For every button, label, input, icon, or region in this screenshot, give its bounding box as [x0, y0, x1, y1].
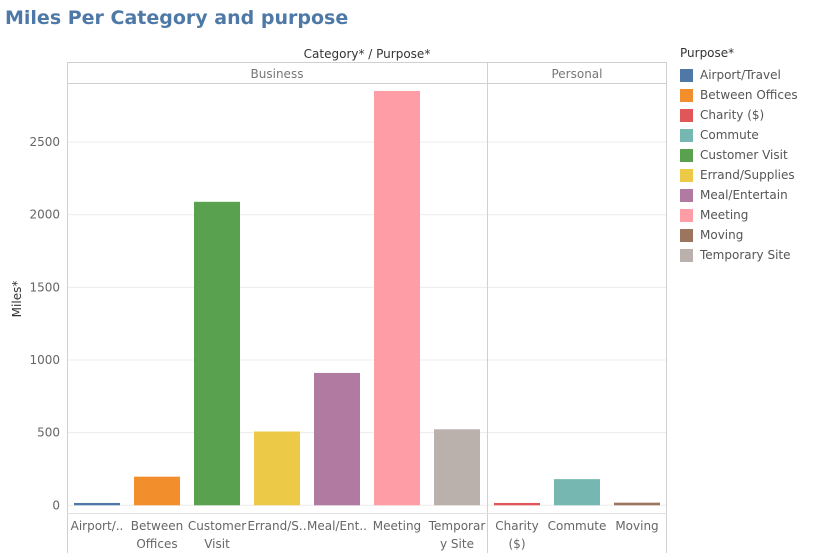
- legend-item-meeting[interactable]: Meeting: [680, 205, 798, 225]
- bar-temporary-site: [434, 429, 480, 506]
- legend-label: Airport/Travel: [700, 68, 781, 82]
- bar-commute: [554, 479, 600, 506]
- legend-item-between-offices[interactable]: Between Offices: [680, 85, 798, 105]
- chart-title: Miles Per Category and purpose: [5, 7, 349, 29]
- legend-label: Moving: [700, 228, 744, 242]
- legend-item-errand-supplies[interactable]: Errand/Supplies: [680, 165, 798, 185]
- bar-errand-supplies: [254, 431, 300, 506]
- x-tick-label: Meeting: [373, 519, 421, 533]
- legend-swatch: [680, 128, 693, 142]
- panel-header-business: Business: [251, 67, 304, 81]
- legend-swatch: [680, 148, 693, 162]
- bar-customer-visit: [194, 201, 240, 506]
- x-tick-label: y Site: [440, 537, 474, 551]
- x-tick-label: ($): [509, 537, 526, 551]
- bar-charity: [494, 502, 540, 506]
- x-tick-label: Commute: [548, 519, 607, 533]
- legend-swatch: [680, 188, 693, 202]
- x-tick-label: Errand/S..: [247, 519, 306, 533]
- legend-item-temporary-site[interactable]: Temporary Site: [680, 245, 798, 265]
- legend-swatch: [680, 108, 693, 122]
- y-tick-label: 1000: [29, 353, 60, 367]
- x-tick-label: Moving: [615, 519, 658, 533]
- x-tick-label: Between: [131, 519, 184, 533]
- y-tick-label: 1500: [29, 280, 60, 294]
- legend-item-airport-travel[interactable]: Airport/Travel: [680, 65, 798, 85]
- legend-title: Purpose*: [680, 46, 735, 60]
- legend-items: Airport/Travel Between Offices Charity ($)…: [680, 65, 798, 265]
- bar-moving: [614, 502, 660, 506]
- x-tick-label: Airport/..: [71, 519, 124, 533]
- x-tick-label: Charity: [495, 519, 538, 533]
- bar-meal-entertain: [314, 372, 360, 506]
- legend-label: Customer Visit: [700, 148, 788, 162]
- legend-label: Between Offices: [700, 88, 798, 102]
- legend-swatch: [680, 168, 693, 182]
- legend-item-meal-entertain[interactable]: Meal/Entertain: [680, 185, 798, 205]
- legend-swatch: [680, 228, 693, 242]
- x-tick-label: Visit: [204, 537, 230, 551]
- x-tick-label: Customer: [188, 519, 246, 533]
- legend-label: Errand/Supplies: [700, 168, 795, 182]
- legend-item-commute[interactable]: Commute: [680, 125, 798, 145]
- bar-airport-travel: [74, 502, 120, 506]
- legend-swatch: [680, 68, 693, 82]
- legend-label: Commute: [700, 128, 759, 142]
- panel-header-personal: Personal: [551, 67, 602, 81]
- legend-label: Charity ($): [700, 108, 765, 122]
- legend-label: Meal/Entertain: [700, 188, 788, 202]
- x-tick-label: Meal/Ent..: [307, 519, 367, 533]
- legend: Purpose* Airport/Travel Between Offices Ch…: [680, 46, 798, 265]
- bar-meeting: [374, 90, 420, 506]
- legend-swatch: [680, 248, 693, 262]
- legend-item-moving[interactable]: Moving: [680, 225, 798, 245]
- legend-item-charity[interactable]: Charity ($): [680, 105, 798, 125]
- header-title: Category* / Purpose*: [304, 47, 431, 61]
- legend-item-customer-visit[interactable]: Customer Visit: [680, 145, 798, 165]
- bar-between-offices: [134, 476, 180, 506]
- legend-swatch: [680, 88, 693, 102]
- y-axis-label: Miles*: [10, 281, 24, 318]
- legend-label: Meeting: [700, 208, 749, 222]
- x-tick-label: Temporar: [428, 519, 486, 533]
- legend-label: Temporary Site: [700, 248, 791, 262]
- y-tick-label: 500: [37, 426, 60, 440]
- y-tick-label: 2500: [29, 135, 60, 149]
- x-tick-label: Offices: [136, 537, 177, 551]
- legend-swatch: [680, 208, 693, 222]
- y-tick-label: 2000: [29, 208, 60, 222]
- y-tick-label: 0: [52, 498, 60, 512]
